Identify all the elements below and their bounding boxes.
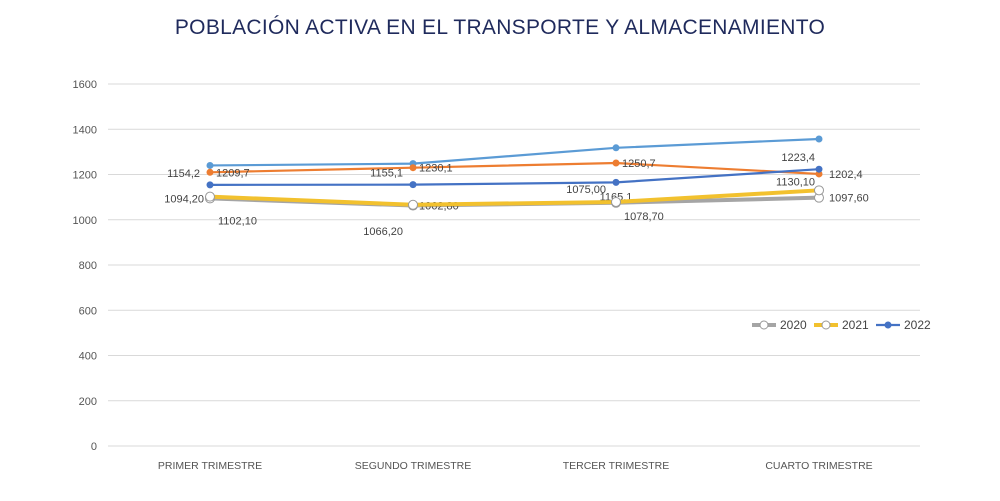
y-tick-label: 800 [79,260,97,272]
data-label: 1066,20 [363,226,403,238]
data-label: 1097,60 [829,193,869,205]
y-tick-label: 0 [91,441,97,453]
legend-label: 2020 [780,318,807,332]
data-point [612,178,620,186]
x-tick-label: TERCER TRIMESTRE [563,460,670,472]
data-label: 1223,4 [781,152,815,164]
data-label: 1102,10 [218,216,257,228]
data-label: 1130,10 [776,176,815,188]
x-tick-label: PRIMER TRIMESTRE [158,460,262,472]
data-point [206,161,214,169]
series-line-0 [209,137,820,167]
data-point [409,181,417,189]
y-tick-label: 200 [79,396,97,408]
y-tick-label: 1600 [73,79,97,91]
data-label: 1202,4 [829,169,863,181]
data-label: 1155,1 [370,168,403,180]
y-tick-label: 1200 [73,170,97,182]
series-line-2022 [209,168,820,186]
legend-marker [759,320,769,330]
y-tick-label: 600 [79,305,97,317]
data-point [408,199,418,210]
data-point [814,185,824,196]
data-point [612,159,620,167]
x-tick-label: SEGUNDO TRIMESTRE [355,460,471,472]
data-point [611,196,621,207]
chart-title: POBLACIÓN ACTIVA EN EL TRANSPORTE Y ALMA… [174,16,826,39]
y-tick-label: 400 [79,351,97,363]
data-label: 1094,20 [164,193,204,205]
legend-label: 2022 [904,318,931,332]
data-label: 1230,1 [419,163,453,175]
series-line-1 [209,161,820,176]
data-point [612,144,620,152]
series-line-2021 [209,188,820,207]
x-tick-label: CUARTO TRIMESTRE [765,460,872,472]
data-label: 1209,7 [216,167,250,179]
data-point [409,164,417,172]
data-label: 1250,7 [622,158,656,170]
data-point [206,168,214,176]
y-tick-label: 1000 [73,215,97,227]
data-point [205,191,215,202]
data-point [206,181,214,189]
legend-label: 2021 [842,318,869,332]
legend-marker [821,320,831,330]
legend-marker [884,321,892,329]
data-label: 1075,00 [566,184,606,196]
y-tick-label: 1400 [73,124,97,136]
data-point [815,135,823,143]
data-point [815,165,823,173]
data-label: 1154,2 [167,168,200,180]
data-label: 1078,70 [624,211,664,223]
